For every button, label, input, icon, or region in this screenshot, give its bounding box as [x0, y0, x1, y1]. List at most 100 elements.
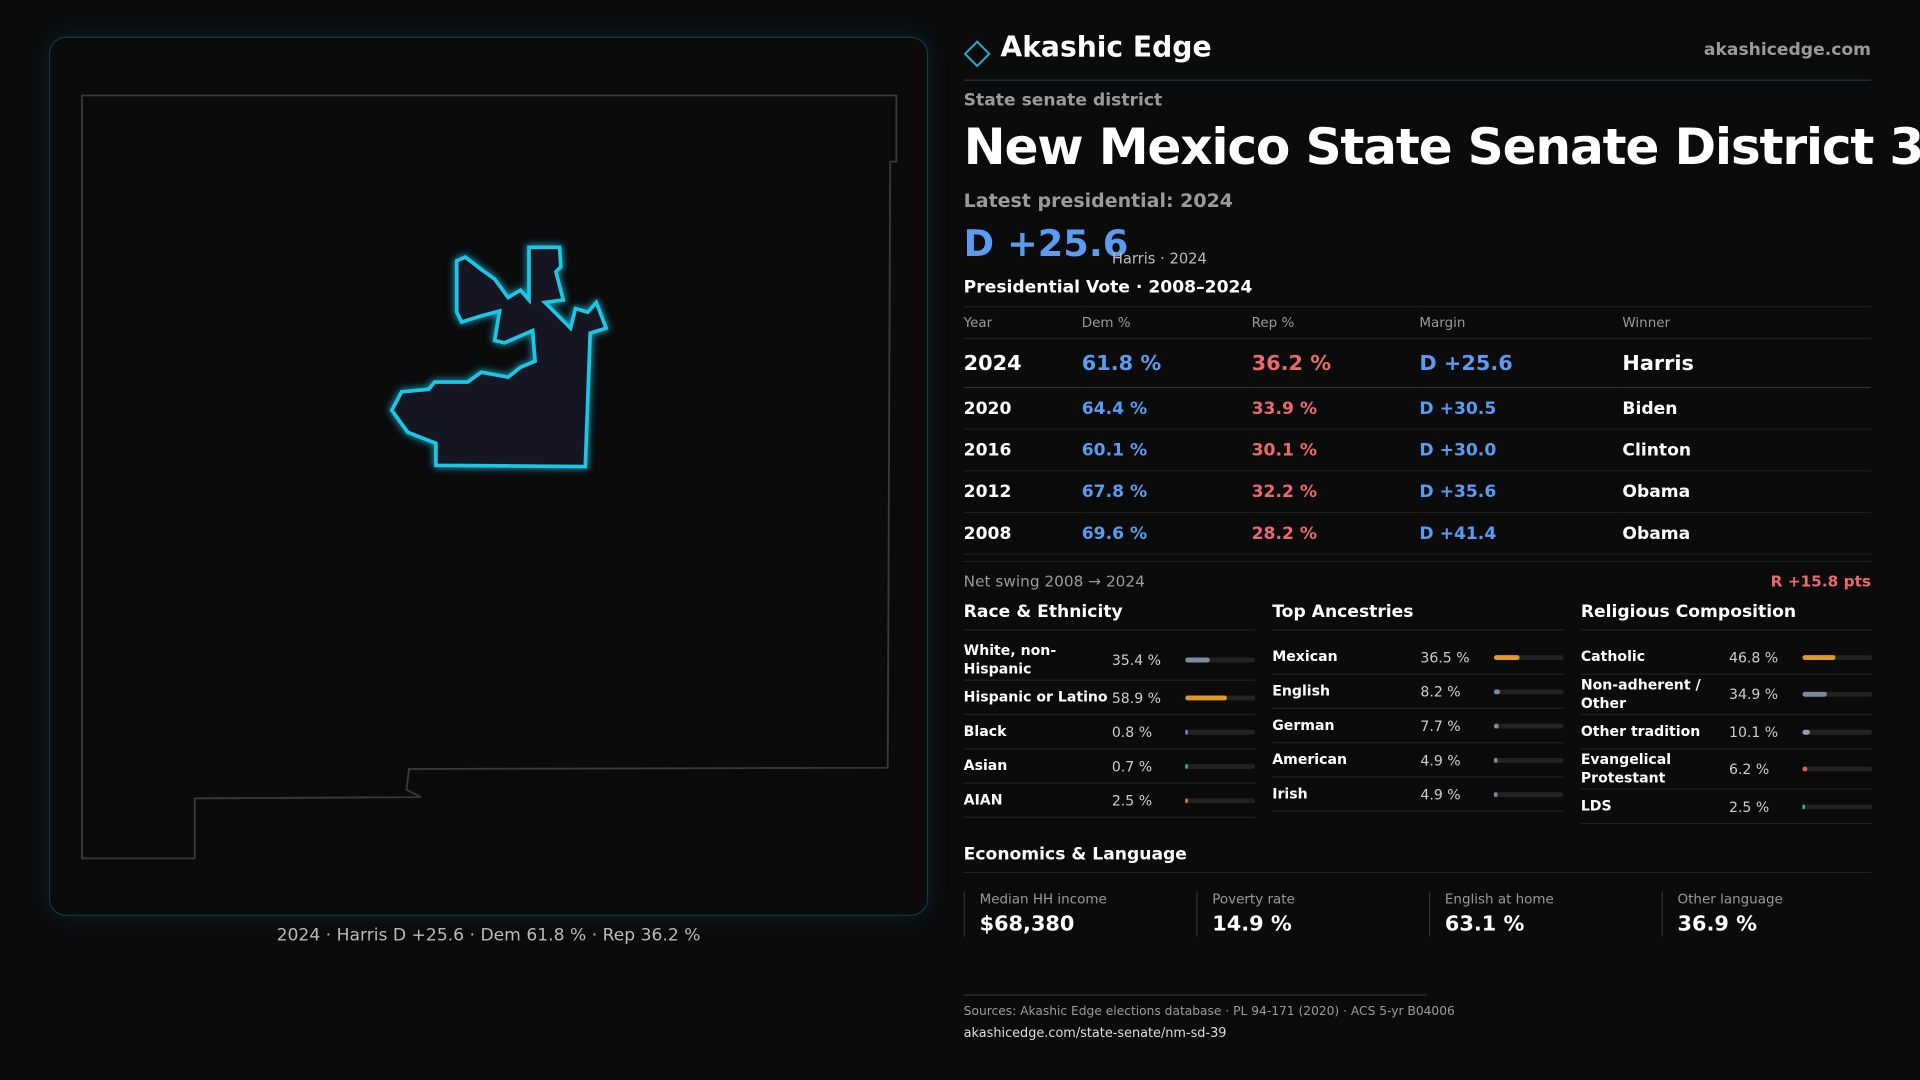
map-caption: 2024 · Harris D +25.6 · Dem 61.8 % · Rep…	[276, 925, 701, 946]
data-row: Other tradition 10.1 %	[1580, 715, 1873, 750]
bar	[1493, 723, 1500, 728]
site: akashicedge.com	[1703, 40, 1872, 61]
stat: Median HH income $68,380	[963, 891, 1197, 937]
bar	[1802, 729, 1810, 735]
table-row: 2020 64.4 % 33.9 % D +30.5 Biden	[963, 388, 1872, 430]
bar	[1185, 729, 1188, 735]
bar	[1185, 797, 1188, 803]
bar-track	[1185, 657, 1256, 663]
data-row: Catholic 46.8 %	[1580, 640, 1873, 675]
stat-label: Median HH income	[979, 891, 1107, 908]
column-header: Dem %	[1081, 314, 1131, 331]
title: New Mexico State Senate District 39	[963, 117, 1920, 177]
divider	[963, 79, 1872, 81]
data-row: Irish 4.9 %	[1272, 778, 1564, 812]
row-name: American	[1272, 750, 1348, 768]
table-header: Year Dem % Rep % Margin Winner	[963, 306, 1872, 339]
stat-label: Other language	[1677, 891, 1783, 908]
bar	[1185, 657, 1211, 663]
bar	[1493, 654, 1520, 660]
data-row: German 7.7 %	[1272, 709, 1564, 744]
sections: Race & Ethnicity White, non-Hispanic 35.4 …	[963, 602, 1873, 825]
cell: 2016	[963, 440, 1012, 460]
row-value: 4.9 %	[1420, 751, 1461, 769]
bar	[1185, 763, 1188, 769]
cell: 36.2 %	[1251, 350, 1332, 376]
row-value: 34.9 %	[1728, 685, 1779, 703]
cell: 61.8 %	[1081, 350, 1162, 376]
column-header: Rep %	[1251, 314, 1295, 331]
bar	[1185, 694, 1227, 700]
bar-track	[1802, 766, 1873, 772]
bar-track	[1185, 694, 1256, 700]
cell: Obama	[1622, 523, 1691, 544]
divider	[963, 560, 1872, 563]
state-outline	[81, 94, 898, 860]
vote-table: Year Dem % Rep % Margin Winner 2024 61.8 % 36.2…	[963, 306, 1872, 555]
data-row: White, non-Hispanic 35.4 %	[963, 640, 1256, 681]
data-row: Evangelical Protestant 6.2 %	[1580, 749, 1873, 790]
section-title: Race & Ethnicity	[963, 602, 1256, 631]
data-row: LDS 2.5 %	[1580, 790, 1873, 825]
table-row: 2012 67.8 % 32.2 % D +35.6 Obama	[963, 471, 1872, 513]
stat-label: Poverty rate	[1212, 891, 1295, 908]
data-row: Asian 0.7 %	[963, 749, 1256, 784]
cell: 2024	[963, 350, 1022, 376]
bar	[1802, 691, 1827, 697]
vote-table-wrap: Year Dem % Rep % Margin Winner 2024 61.8 % 36.2…	[963, 306, 1872, 555]
row-name: AIAN	[963, 791, 1003, 809]
swing-value: R +15.8 pts	[1770, 571, 1872, 591]
source-url: akashicedge.com/state-senate/nm-sd-39	[963, 1026, 1227, 1041]
row-value: 35.4 %	[1111, 651, 1162, 669]
cell: 30.1 %	[1251, 440, 1318, 460]
district-shape	[389, 245, 609, 469]
table-row: 2016 60.1 % 30.1 % D +30.0 Clinton	[963, 429, 1872, 471]
bar-track	[1802, 729, 1873, 735]
cell: D +30.5	[1419, 398, 1497, 419]
cell: Clinton	[1622, 440, 1692, 460]
bar	[1493, 688, 1500, 694]
bar	[1802, 803, 1805, 809]
row-value: 0.8 %	[1111, 723, 1153, 741]
row-value: 10.1 %	[1728, 723, 1779, 741]
logo	[963, 40, 991, 68]
cell: Biden	[1622, 398, 1678, 419]
stat: Other language 36.9 %	[1661, 891, 1895, 937]
row-name: Catholic	[1580, 647, 1646, 665]
column-header: Margin	[1419, 314, 1466, 331]
stat: English at home 63.1 %	[1428, 891, 1662, 937]
stat-value: 14.9 %	[1212, 912, 1292, 937]
econ-stats: Median HH income $68,380 Poverty rate 14.9 …	[963, 891, 1895, 937]
bar-track	[1493, 757, 1564, 763]
stat-value: 63.1 %	[1444, 912, 1525, 937]
row-value: 2.5 %	[1728, 797, 1770, 815]
data-row: Non-adherent / Other 34.9 %	[1580, 675, 1873, 716]
cell: 69.6 %	[1081, 523, 1148, 544]
row-value: 2.5 %	[1111, 791, 1153, 809]
row-value: 7.7 %	[1420, 716, 1461, 735]
row-name: LDS	[1580, 797, 1612, 815]
section: Race & Ethnicity White, non-Hispanic 35.4 …	[963, 602, 1256, 824]
row-name: Black	[963, 722, 1007, 740]
section-title: Top Ancestries	[1272, 602, 1564, 631]
section: Top Ancestries Mexican 36.5 % English 8.2 % G…	[1272, 602, 1564, 824]
cell: D +30.0	[1419, 440, 1497, 460]
row-value: 0.7 %	[1111, 757, 1153, 775]
cell: 33.9 %	[1251, 398, 1318, 419]
table-row: 2024 61.8 % 36.2 % D +25.6 Harris	[963, 339, 1872, 388]
latest: Latest presidential: 2024	[963, 189, 1234, 212]
bar-track	[1185, 763, 1256, 769]
bar	[1493, 791, 1498, 797]
row-value: 46.8 %	[1728, 648, 1779, 666]
bar	[1802, 654, 1836, 660]
headline-note: Harris · 2024	[1111, 249, 1207, 267]
row-name: Asian	[963, 756, 1008, 774]
row-name: Non-adherent / Other	[1580, 675, 1701, 712]
bar-track	[1493, 723, 1564, 728]
table-row: 2008 69.6 % 28.2 % D +41.4 Obama	[963, 512, 1872, 555]
stat-value: 36.9 %	[1677, 912, 1758, 937]
econ-title: Economics & Language	[963, 845, 1872, 874]
table-title: Presidential Vote · 2008–2024	[963, 277, 1253, 298]
cell: D +35.6	[1419, 481, 1497, 502]
swing-label: Net swing 2008 → 2024	[963, 571, 1145, 591]
